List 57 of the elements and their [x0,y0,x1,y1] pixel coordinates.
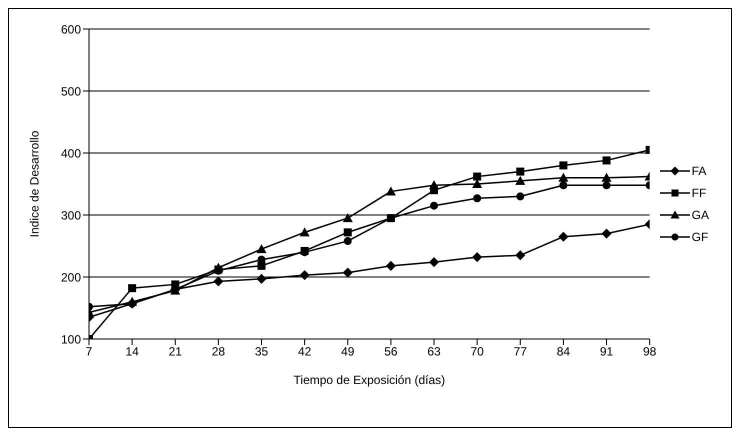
point [515,250,526,260]
point [515,176,526,185]
x-tick-label: 91 [600,344,614,359]
x-tick-label: 14 [125,344,140,359]
x-tick-label: 7 [86,344,93,359]
point [558,172,568,182]
x-tick-label: 84 [556,344,570,359]
y-tick-label: 200 [60,270,82,284]
legend-label: GA [692,208,709,222]
point [473,172,482,181]
y-tick-label: 600 [60,22,82,36]
x-tick-label: 42 [298,344,312,359]
x-tick-label: 49 [341,344,355,359]
legend-label: FA [692,164,706,178]
y-tick-label: 400 [60,146,82,160]
point [386,260,396,271]
point [300,270,310,280]
y-axis-title: Indice de Desarrollo [27,130,42,238]
x-tick-label: 63 [427,344,442,359]
x-tick-label: 98 [642,344,657,359]
point [559,181,568,190]
y-tick-label: 500 [60,84,82,98]
x-tick-label: 21 [168,344,182,359]
x-tick-label: 77 [514,344,528,359]
point [386,186,396,196]
point [213,276,224,286]
point [559,161,568,170]
legend-label: FF [692,186,706,200]
point [300,227,310,236]
point [473,194,482,202]
point [602,156,611,164]
y-tick-label: 300 [60,208,82,222]
x-tick-label: 35 [254,344,269,359]
point [602,172,612,182]
x-tick-label: 70 [470,344,484,359]
point [430,202,438,210]
point [342,213,353,222]
legend-label: GF [692,230,708,244]
x-tick-label: 28 [212,344,226,359]
point [472,252,482,262]
point [256,274,267,284]
point [558,232,568,242]
point [429,257,440,268]
point [429,180,440,190]
point [516,192,524,200]
x-tick-label: 56 [384,344,398,359]
point [602,181,611,190]
y-tick-label: 100 [60,332,82,346]
point [344,228,352,236]
point [128,284,136,292]
x-axis-title: Tiempo de Exposición (días) [294,373,446,387]
point [342,268,353,278]
point [516,168,524,176]
point [602,228,612,239]
point [344,237,352,246]
point [256,244,267,254]
point [472,179,482,188]
